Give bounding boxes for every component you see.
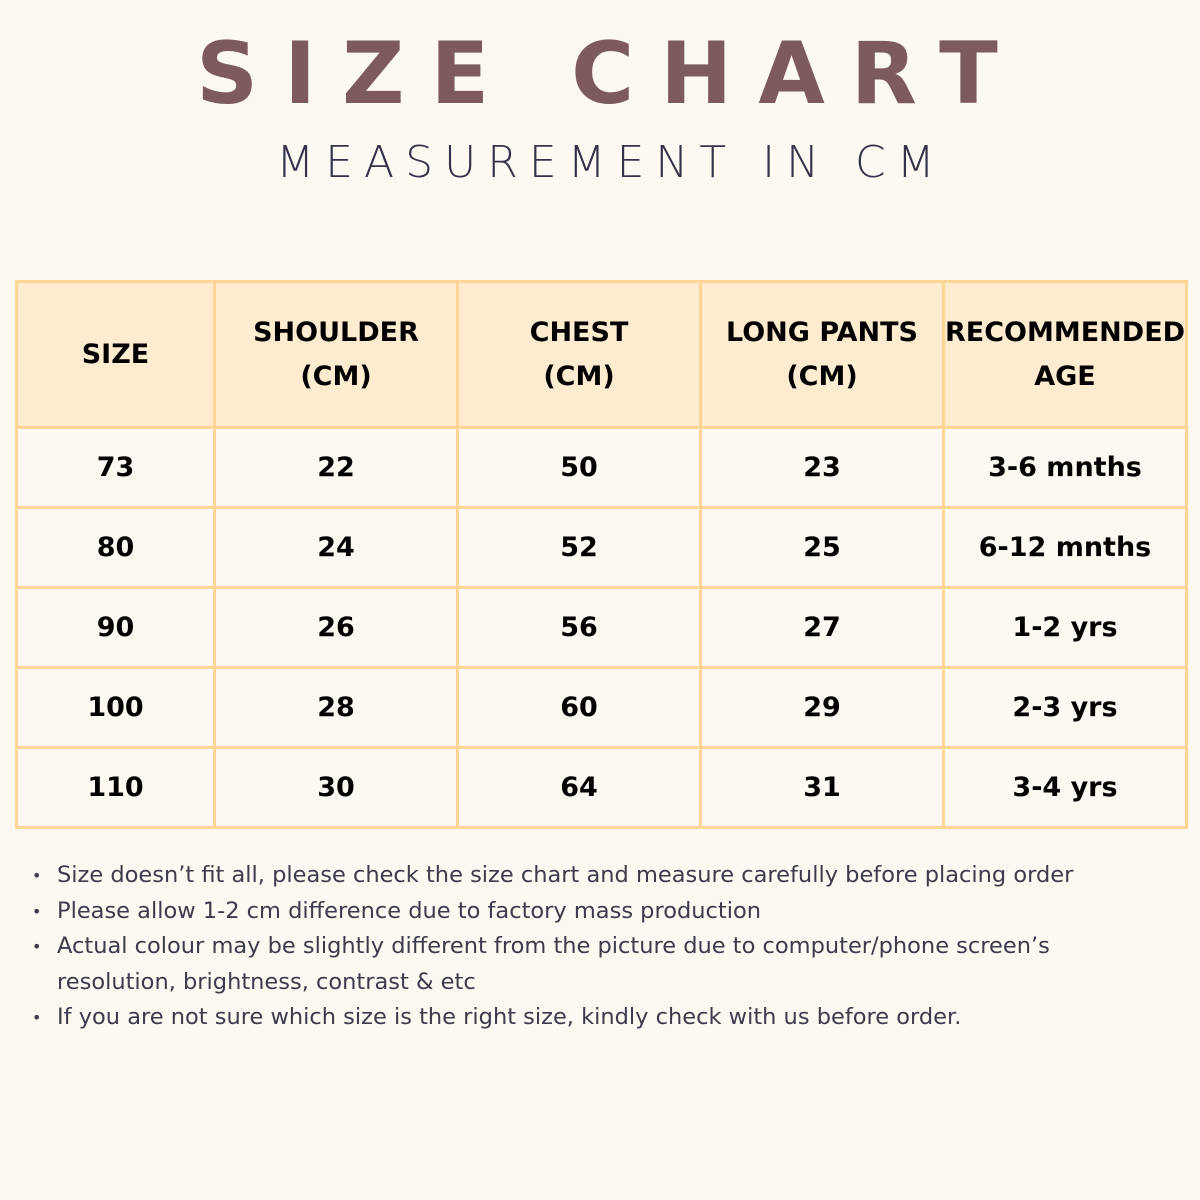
table-cell: 24 — [213, 506, 459, 589]
column-header-label: SIZE — [81, 338, 150, 370]
page-title: SIZE CHART — [196, 24, 1024, 124]
table-cell: 110 — [15, 746, 216, 829]
table-cell: 30 — [213, 746, 459, 829]
table-cell: 31 — [699, 746, 945, 829]
table-cell: 25 — [699, 506, 945, 589]
column-header-label: (CM) — [786, 360, 858, 392]
table-cell: 73 — [15, 426, 216, 509]
table-cell: 80 — [15, 506, 216, 589]
table-cell: 64 — [456, 746, 702, 829]
note-item: If you are not sure which size is the ri… — [32, 1000, 1172, 1036]
table-row: 110 30 64 31 3-4 yrs — [15, 746, 1188, 829]
table-cell: 3-4 yrs — [942, 746, 1188, 829]
column-header-label: AGE — [1034, 360, 1096, 392]
column-header-label: (CM) — [543, 360, 615, 392]
table-cell: 6-12 mnths — [942, 506, 1188, 589]
note-item: Please allow 1-2 cm difference due to fa… — [32, 894, 1172, 930]
column-header: SIZE — [15, 280, 216, 429]
table-row: 80 24 52 25 6-12 mnths — [15, 506, 1188, 589]
table-row: 73 22 50 23 3-6 mnths — [15, 426, 1188, 509]
column-header-label: CHEST — [529, 316, 629, 348]
table-cell: 3-6 mnths — [942, 426, 1188, 509]
column-header: LONG PANTS (CM) — [699, 280, 945, 429]
table-header-row: SIZE SHOULDER (CM) CHEST (CM) LONG PANTS (CM) R… — [15, 280, 1188, 429]
table-cell: 27 — [699, 586, 945, 669]
note-item: Actual colour may be slightly different … — [32, 929, 1172, 1000]
table-cell: 22 — [213, 426, 459, 509]
table-cell: 50 — [456, 426, 702, 509]
column-header: RECOMMENDED AGE — [942, 280, 1188, 429]
column-header: SHOULDER (CM) — [213, 280, 459, 429]
table-row: 100 28 60 29 2-3 yrs — [15, 666, 1188, 749]
table-cell: 90 — [15, 586, 216, 669]
table-cell: 2-3 yrs — [942, 666, 1188, 749]
table-cell: 60 — [456, 666, 702, 749]
table-cell: 26 — [213, 586, 459, 669]
column-header: CHEST (CM) — [456, 280, 702, 429]
column-header-label: SHOULDER — [253, 316, 419, 348]
table-cell: 100 — [15, 666, 216, 749]
note-item: Size doesn’t fit all, please check the s… — [32, 858, 1172, 894]
column-header-label: RECOMMENDED — [945, 316, 1186, 348]
table-cell: 1-2 yrs — [942, 586, 1188, 669]
size-chart-table: SIZE SHOULDER (CM) CHEST (CM) LONG PANTS (CM) R… — [15, 280, 1188, 829]
page-subtitle: MEASUREMENT IN CM — [276, 137, 946, 188]
column-header-label: LONG PANTS — [725, 316, 919, 348]
column-header-label: (CM) — [300, 360, 372, 392]
table-cell: 56 — [456, 586, 702, 669]
table-row: 90 26 56 27 1-2 yrs — [15, 586, 1188, 669]
table-cell: 52 — [456, 506, 702, 589]
notes-list: Size doesn’t fit all, please check the s… — [32, 858, 1172, 1036]
table-cell: 29 — [699, 666, 945, 749]
table-cell: 23 — [699, 426, 945, 509]
table-cell: 28 — [213, 666, 459, 749]
